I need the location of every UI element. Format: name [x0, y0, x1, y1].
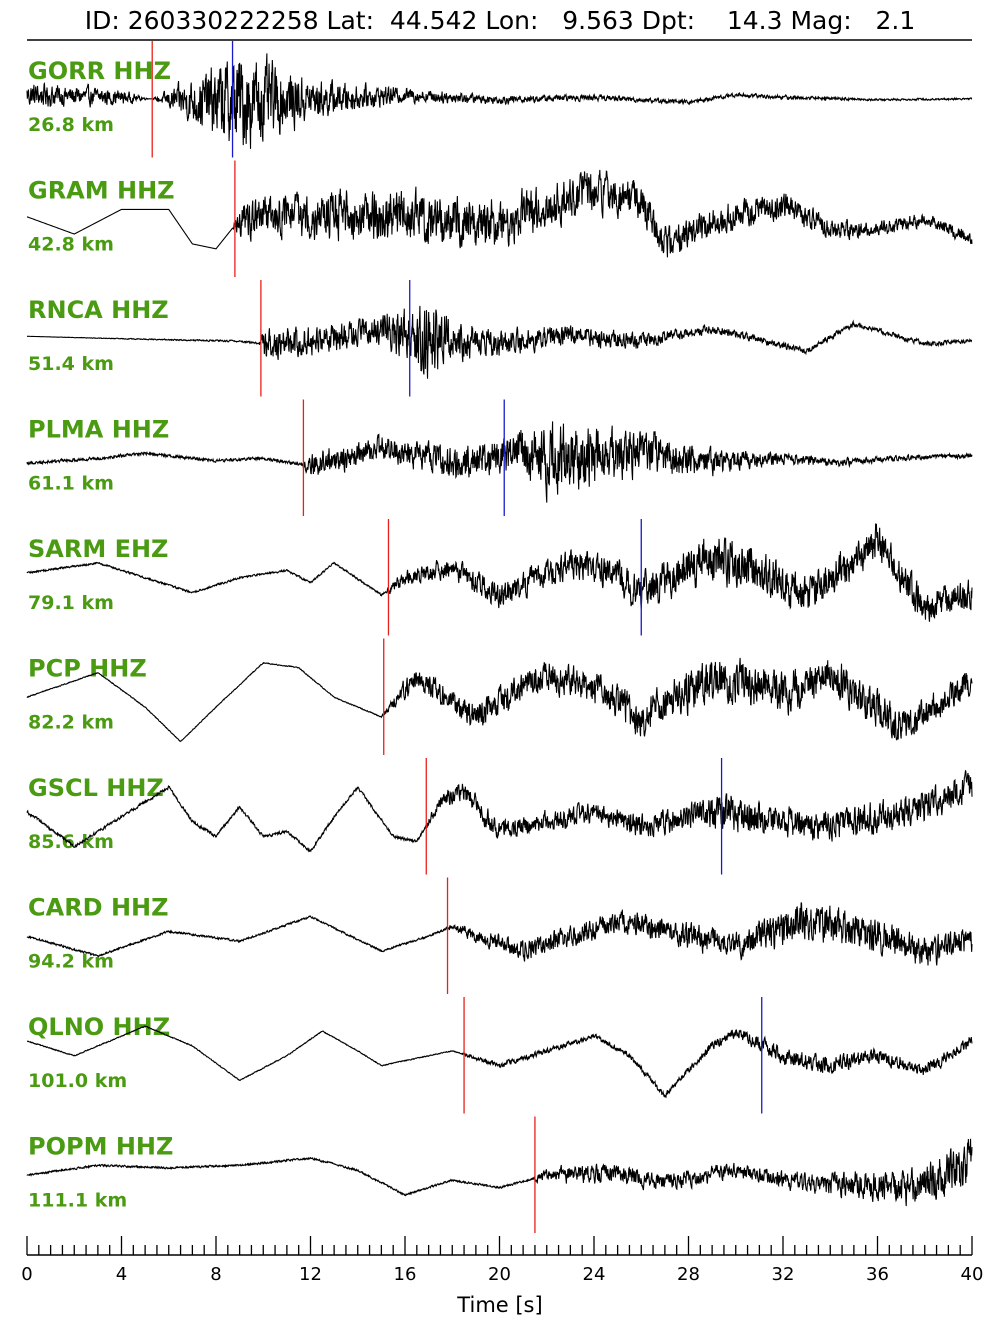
station-distance: 51.4 km — [28, 353, 114, 375]
trace-row: SARM EHZ 79.1 km — [26, 519, 973, 636]
waveform-line — [26, 53, 973, 149]
event-title: ID: 260330222258 Lat: 44.542 Lon: 9.563 … — [84, 6, 916, 35]
station-label: POPM HHZ — [28, 1133, 173, 1161]
trace-row: PCP HHZ 82.2 km — [26, 638, 973, 755]
station-distance: 61.1 km — [28, 473, 114, 495]
traces-group: GORR HHZ 26.8 km GRAM HHZ 42.8 km RNCA HHZ 51… — [26, 41, 973, 1233]
station-label: GORR HHZ — [28, 57, 171, 85]
tick-label: 28 — [677, 1264, 700, 1285]
waveform-line — [26, 657, 973, 743]
waveform-line — [26, 523, 973, 622]
tick-label: 40 — [961, 1264, 984, 1285]
x-axis-label: Time [s] — [456, 1293, 542, 1317]
waveform-line — [26, 169, 973, 258]
station-distance: 101.0 km — [28, 1070, 127, 1092]
trace-row: GSCL HHZ 85.6 km — [26, 758, 973, 875]
time-axis: 0 4 8 12 16 20 24 28 32 36 40 — [21, 1236, 983, 1285]
trace-row: RNCA HHZ 51.4 km — [27, 280, 973, 397]
trace-row: POPM HHZ 111.1 km — [26, 1116, 973, 1233]
station-distance: 42.8 km — [28, 234, 114, 256]
station-distance: 79.1 km — [28, 592, 114, 614]
trace-row: PLMA HHZ 61.1 km — [26, 399, 973, 516]
station-distance: 111.1 km — [28, 1190, 127, 1212]
station-label: RNCA HHZ — [28, 296, 169, 324]
trace-row: GORR HHZ 26.8 km — [26, 41, 973, 158]
station-distance: 94.2 km — [28, 951, 114, 973]
trace-row: GRAM HHZ 42.8 km — [26, 160, 973, 277]
station-distance: 82.2 km — [28, 712, 114, 734]
tick-label: 4 — [116, 1264, 127, 1285]
tick-label: 12 — [299, 1264, 322, 1285]
station-label: GRAM HHZ — [28, 177, 175, 205]
station-label: PCP HHZ — [28, 655, 147, 683]
waveform-line — [27, 305, 973, 379]
station-label: CARD HHZ — [28, 894, 169, 922]
tick-label: 36 — [866, 1264, 889, 1285]
tick-label: 24 — [583, 1264, 606, 1285]
station-distance: 26.8 km — [28, 114, 114, 136]
waveform-line — [26, 1138, 973, 1207]
tick-label: 8 — [210, 1264, 221, 1285]
waveform-line — [26, 421, 973, 503]
waveform-line — [26, 902, 973, 966]
station-label: SARM EHZ — [28, 535, 168, 563]
tick-label: 20 — [488, 1264, 511, 1285]
waveform-line — [26, 769, 973, 853]
tick-label: 0 — [21, 1264, 32, 1285]
waveform-line — [26, 1025, 973, 1099]
tick-label: 16 — [394, 1264, 417, 1285]
station-label: PLMA HHZ — [28, 416, 169, 444]
trace-row: CARD HHZ 94.2 km — [26, 877, 973, 994]
tick-label: 32 — [772, 1264, 795, 1285]
station-distance: 85.6 km — [28, 831, 114, 853]
station-label: GSCL HHZ — [28, 774, 164, 802]
